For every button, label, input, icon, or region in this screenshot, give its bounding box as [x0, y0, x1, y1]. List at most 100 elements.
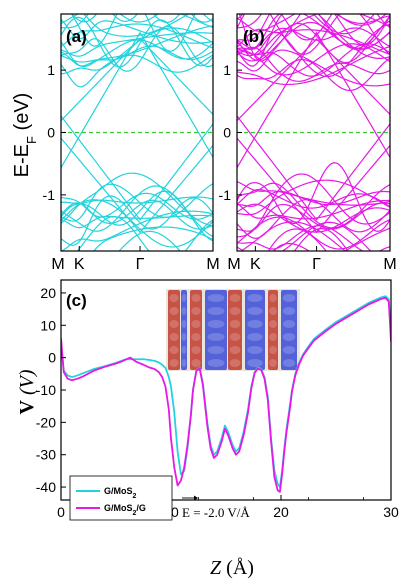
inset-density-ripple-2-5 — [191, 359, 201, 367]
inset-density-ripple-0-2 — [169, 320, 179, 328]
panel-label-c: (c) — [66, 291, 87, 310]
inset-density-ripple-3-5 — [207, 359, 225, 367]
kpoint-label-1: K — [250, 256, 261, 273]
inset-density-ripple-3-1 — [207, 307, 225, 315]
inset-density-ripple-4-1 — [229, 307, 241, 315]
inset-density-ripple-1-3 — [181, 333, 187, 341]
inset-density-ripple-6-0 — [269, 294, 277, 302]
band-line-23 — [237, 28, 390, 56]
band-line-30 — [61, 183, 213, 222]
band-line-10 — [61, 45, 213, 67]
band-line-31 — [237, 190, 390, 207]
inset-density-ripple-5-4 — [247, 346, 263, 354]
band-line-35 — [343, 227, 390, 251]
inset-density-ripple-5-3 — [247, 333, 263, 341]
energy-tick-label-0: 1 — [47, 62, 55, 78]
band-line-28 — [237, 182, 390, 229]
inset-density-ripple-7-2 — [282, 320, 296, 328]
band-line-42 — [237, 181, 390, 206]
band-line-25 — [61, 214, 213, 229]
band-line-4 — [237, 14, 390, 60]
inset-density-ripple-5-1 — [247, 307, 263, 315]
band-line-3 — [61, 137, 213, 234]
band-line-43 — [237, 179, 390, 216]
inset-density-lobe-1 — [181, 290, 187, 370]
inset-density-ripple-3-3 — [207, 333, 225, 341]
legend-entry-g-mos2-g: G/MoS2/G — [104, 503, 146, 517]
inset-density-ripple-4-4 — [229, 346, 241, 354]
field-strength-label: E = -2.0 V/Å — [182, 505, 250, 520]
inset-density-lobe-6 — [268, 290, 278, 370]
inset-density-lobe-7 — [281, 290, 297, 370]
potential-curves — [61, 295, 391, 493]
inset-density-ripple-5-0 — [247, 294, 263, 302]
band-line-13 — [70, 14, 196, 52]
inset-density-ripple-6-2 — [269, 320, 277, 328]
z-tick-label-3: 30 — [383, 504, 399, 520]
inset-density-ripple-3-2 — [207, 320, 225, 328]
energy-ticks-a: 1 0 -1 — [43, 62, 66, 203]
potential-tick-label-0: 20 — [40, 285, 56, 301]
panel-label-a: (a) — [66, 27, 87, 46]
kpoint-label-1: K — [74, 256, 85, 273]
band-line-24 — [237, 57, 390, 92]
band-line-20 — [237, 14, 390, 50]
inset-density-ripple-2-0 — [191, 294, 201, 302]
band-line-3 — [237, 137, 390, 234]
band-line-2 — [61, 115, 213, 221]
kpoint-label-3: M — [383, 256, 396, 273]
band-line-12 — [237, 14, 390, 56]
band-line-37 — [237, 225, 364, 251]
band-line-26 — [61, 196, 213, 205]
potential-tick-label-5: -30 — [36, 447, 56, 463]
inset-density-ripple-1-4 — [181, 346, 187, 354]
kpoint-label-3: M — [206, 256, 219, 273]
inset-density-ripple-5-2 — [247, 320, 263, 328]
inset-density-ripple-7-0 — [282, 294, 296, 302]
inset-density-lobe-2 — [190, 290, 202, 370]
legend: G/MoS2 G/MoS2/G — [69, 475, 173, 521]
band-line-39 — [237, 173, 390, 238]
inset-density-ripple-4-2 — [229, 320, 241, 328]
field-annotation: E = -2.0 V/Å — [182, 495, 250, 520]
band-line-44 — [237, 227, 349, 251]
band-line-20 — [61, 199, 213, 230]
band-line-0 — [237, 38, 390, 122]
band-line-16 — [237, 27, 390, 57]
inset-density-ripple-2-3 — [191, 333, 201, 341]
potential-series-1 — [61, 296, 391, 493]
inset-density-ripple-0-0 — [169, 294, 179, 302]
kpoint-label-2: Γ — [312, 256, 321, 273]
energy-tick-label-1: 0 — [223, 125, 231, 141]
inset-density-ripple-6-1 — [269, 307, 277, 315]
legend-box — [69, 475, 173, 521]
inset-density-ripple-0-1 — [169, 307, 179, 315]
band-line-2 — [237, 115, 390, 221]
potential-tick-label-1: 10 — [40, 317, 56, 333]
inset-density-ripple-5-5 — [247, 359, 263, 367]
band-line-18 — [61, 16, 213, 68]
band-line-22 — [237, 46, 390, 82]
band-line-31 — [61, 172, 213, 227]
inset-density-ripple-6-4 — [269, 346, 277, 354]
inset-density-ripple-1-1 — [181, 307, 187, 315]
energy-tick-label-2: -1 — [219, 187, 232, 203]
inset-density-ripple-2-4 — [191, 346, 201, 354]
band-line-14 — [61, 27, 213, 75]
energy-tick-label-0: 1 — [223, 62, 231, 78]
band-line-40 — [237, 203, 390, 233]
inset-density-ripple-7-3 — [282, 333, 296, 341]
band-line-30 — [281, 221, 372, 251]
energy-ticks-b: 1 0 -1 — [219, 62, 242, 203]
inset-density-lobe-0 — [168, 290, 180, 370]
band-line-33 — [61, 210, 213, 251]
charge-density-inset — [166, 289, 300, 371]
inset-density-lobe-3 — [205, 290, 227, 370]
energy-tick-label-2: -1 — [43, 187, 56, 203]
band-line-1 — [61, 31, 213, 168]
